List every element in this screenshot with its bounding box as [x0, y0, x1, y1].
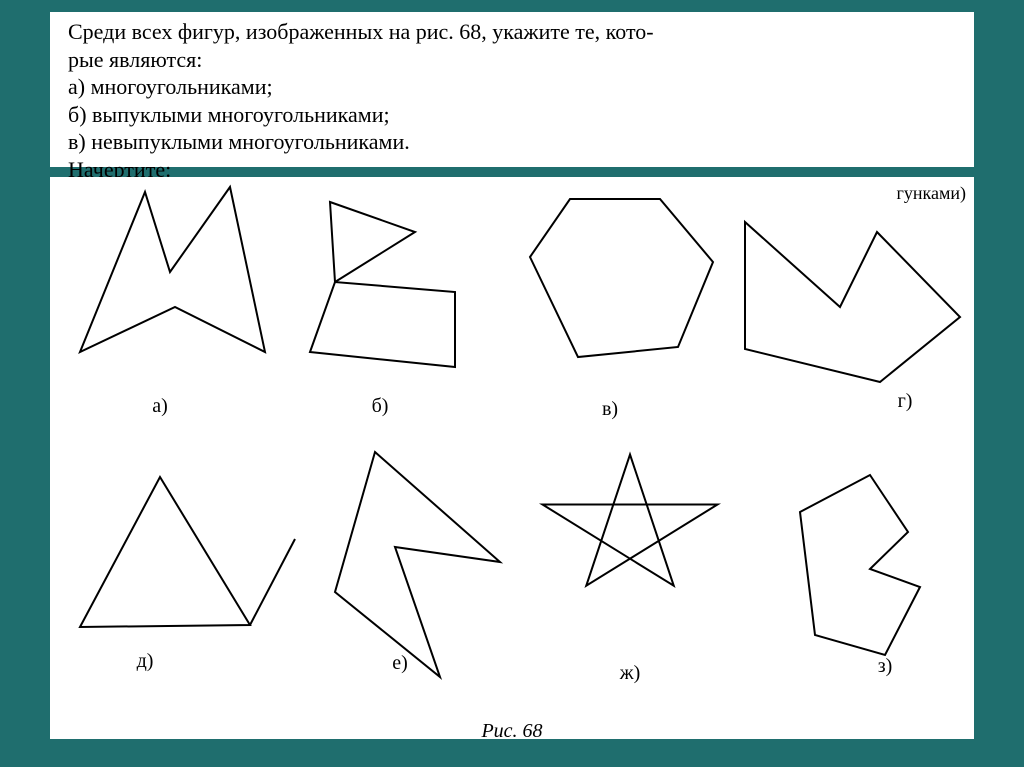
shape-d-triangle — [80, 477, 250, 627]
label-zh: ж) — [619, 662, 640, 684]
label-d: д) — [137, 650, 154, 672]
shape-b-top — [330, 202, 415, 282]
shape-z — [800, 475, 920, 655]
shape-g — [745, 222, 960, 382]
label-e: е) — [392, 652, 408, 674]
page-root: Среди всех фигур, изображенных на рис. 6… — [0, 0, 1024, 767]
shape-a — [80, 187, 265, 352]
shape-zh — [543, 455, 718, 586]
label-b: б) — [372, 395, 389, 417]
problem-line-1: Среди всех фигур, изображенных на рис. 6… — [68, 18, 956, 46]
problem-line-4: б) выпуклыми многоугольниками; — [68, 101, 956, 129]
shape-b-bottom — [310, 282, 455, 367]
shapes-svg: гунками) а) б) в) г) д) е) — [50, 177, 974, 739]
figure-caption: Рис. 68 — [480, 720, 542, 739]
shape-d-line — [250, 539, 295, 625]
problem-line-3: а) многоугольниками; — [68, 73, 956, 101]
label-v: в) — [602, 398, 618, 420]
problem-text-panel: Среди всех фигур, изображенных на рис. 6… — [50, 12, 974, 167]
corner-text-fragment: гунками) — [897, 183, 967, 204]
problem-line-5: в) невыпуклыми многоугольниками. — [68, 128, 956, 156]
label-z: з) — [878, 655, 893, 677]
label-a: а) — [152, 395, 168, 417]
diagram-panel: гунками) а) б) в) г) д) е) — [50, 177, 974, 739]
problem-line-2: рые являются: — [68, 46, 956, 74]
shape-v — [530, 199, 713, 357]
label-g: г) — [898, 390, 913, 412]
shape-e — [335, 452, 500, 677]
shape-zh-group — [543, 455, 718, 586]
